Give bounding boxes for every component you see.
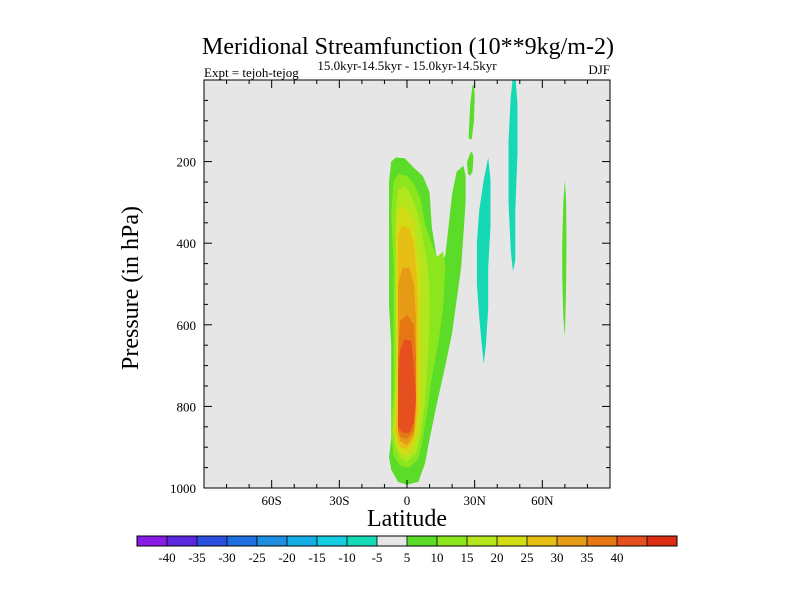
colorbar-swatch: [647, 536, 678, 546]
colorbar-label: -20: [278, 550, 295, 565]
colorbar-label: 5: [404, 550, 411, 565]
y-axis: 200 400 600 800 1000: [170, 99, 610, 496]
y-axis-label: Pressure (in hPa): [118, 206, 144, 370]
colorbar-swatch: [377, 536, 408, 546]
colorbar-label: -25: [248, 550, 265, 565]
colorbar-swatch: [197, 536, 228, 546]
colorbar-swatch: [227, 536, 258, 546]
colorbar-label: -5: [372, 550, 383, 565]
contour-region-5-3: [562, 180, 567, 337]
contour-region-5-1: [467, 151, 474, 176]
contour-region-40-12: [398, 339, 416, 433]
colorbar-label: 40: [611, 550, 624, 565]
colorbar-label: -40: [158, 550, 175, 565]
colorbar-frame: [136, 535, 678, 547]
colorbar-swatch: [497, 536, 528, 546]
colorbar-label: 20: [491, 550, 504, 565]
colorbar-swatch: [137, 536, 168, 546]
contour-region-5-2: [468, 84, 475, 140]
colorbar-label: -10: [338, 550, 355, 565]
colorbar: -40 -35 -30 -25 -20 -15 -10 -5 5 10 15 20 25 30 35 40: [136, 535, 678, 565]
colorbar-label: -30: [218, 550, 235, 565]
colorbar-swatch: [467, 536, 498, 546]
contour-layer: [389, 80, 567, 485]
experiment-label: Expt = tejoh-tejog: [204, 65, 299, 80]
x-tick-label: 30S: [329, 493, 349, 508]
colorbar-label: -15: [308, 550, 325, 565]
colorbar-swatch: [557, 536, 588, 546]
colorbar-swatch: [167, 536, 198, 546]
y-tick-label: 600: [177, 318, 197, 333]
colorbar-swatch: [527, 536, 558, 546]
colorbar-label: 15: [461, 550, 474, 565]
colorbar-swatch: [317, 536, 348, 546]
x-tick-label: 0: [404, 493, 411, 508]
colorbar-label: 30: [551, 550, 564, 565]
colorbar-swatch: [347, 536, 378, 546]
colorbar-swatch: [287, 536, 318, 546]
colorbar-swatch: [587, 536, 618, 546]
y-tick-label: 400: [177, 236, 197, 251]
contour-region-neg5-5: [508, 80, 518, 272]
x-axis-label: Latitude: [367, 506, 447, 532]
y-tick-label: 200: [177, 155, 197, 170]
y-tick-label: 800: [177, 399, 197, 414]
colorbar-swatch: [437, 536, 468, 546]
colorbar-swatch: [407, 536, 438, 546]
x-tick-label: 60S: [262, 493, 282, 508]
y-tick-label: 1000: [170, 481, 196, 496]
colorbar-swatch: [257, 536, 288, 546]
period-label: 15.0kyr-14.5kyr - 15.0kyr-14.5kyr: [317, 58, 497, 73]
x-tick-label: 30N: [463, 493, 486, 508]
colorbar-label: -35: [188, 550, 205, 565]
colorbar-label: 35: [581, 550, 594, 565]
colorbar-label: 25: [521, 550, 534, 565]
contour-region-neg5-4: [476, 157, 491, 364]
season-label: DJF: [588, 62, 610, 77]
colorbar-swatch: [617, 536, 648, 546]
x-axis: 60S 30S 0 30N 60N: [226, 80, 588, 508]
x-tick-label: 60N: [531, 493, 554, 508]
colorbar-label: 10: [431, 550, 444, 565]
chart-title: Meridional Streamfunction (10**9kg/m-2): [202, 34, 614, 60]
